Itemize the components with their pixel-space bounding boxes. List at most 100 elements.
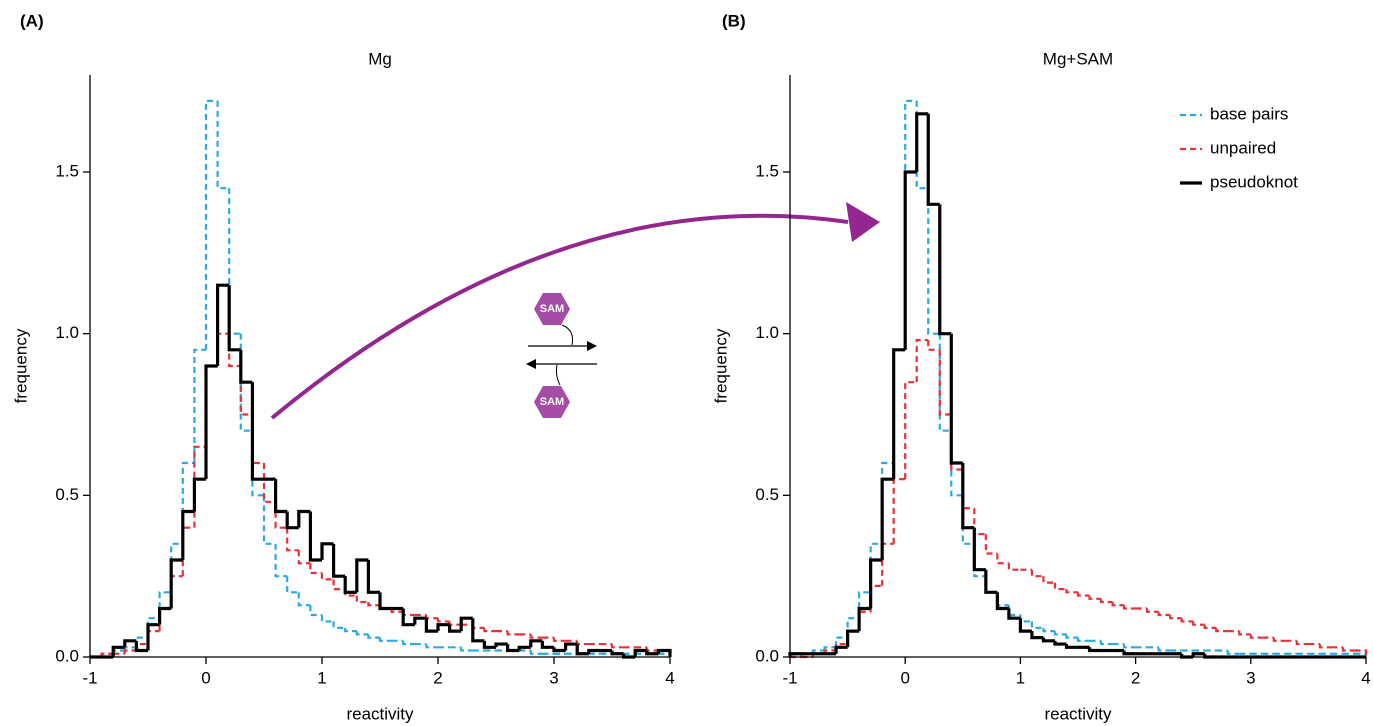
y-tick-label: 1.0	[755, 323, 779, 342]
series	[788, 112, 1366, 659]
histogram-step	[1099, 640, 1113, 646]
y-axis-label: frequency	[711, 328, 730, 403]
histogram-step	[123, 649, 137, 654]
histogram-step	[204, 99, 218, 350]
histogram-step	[448, 624, 462, 633]
histogram-step	[482, 640, 496, 649]
ligand-label: SAM	[540, 396, 564, 408]
y-tick-label: 1.5	[55, 161, 79, 180]
histogram-step	[961, 469, 975, 510]
histogram-step	[1122, 644, 1136, 649]
y-axis-label: frequency	[11, 328, 30, 403]
histogram-step	[1019, 614, 1032, 623]
histogram-step	[1295, 640, 1309, 646]
histogram-step	[1041, 637, 1055, 643]
histogram-step	[425, 614, 438, 620]
histogram-step	[193, 348, 206, 463]
histogram-step	[834, 636, 848, 648]
histogram-step	[984, 534, 998, 555]
series	[90, 283, 672, 659]
histogram-step	[309, 563, 322, 575]
histogram-step	[355, 595, 369, 604]
histogram-step	[366, 560, 380, 594]
histogram-step	[1318, 644, 1332, 649]
x-tick-label: 1	[1016, 668, 1025, 687]
histogram-step	[286, 527, 299, 552]
x-tick-label: 1	[317, 668, 326, 687]
histogram-step	[344, 627, 357, 633]
histogram-step	[216, 283, 230, 366]
histogram-step	[297, 550, 311, 565]
histogram-step	[610, 644, 624, 649]
histogram-step	[1042, 627, 1055, 633]
histogram-step	[1007, 563, 1021, 571]
histogram-step	[846, 617, 860, 638]
legend-label: pseudoknot	[1210, 172, 1298, 191]
histogram-step	[413, 616, 427, 625]
histogram-step	[494, 642, 508, 648]
histogram-step	[216, 332, 230, 366]
x-axis-label: reactivity	[1044, 704, 1112, 723]
arrow-head	[846, 202, 880, 242]
series	[790, 99, 1368, 659]
histogram-step	[645, 647, 659, 652]
histogram-step	[892, 348, 906, 480]
histogram-step	[506, 631, 520, 636]
histogram-step	[927, 188, 940, 335]
y-tick-label: 0.0	[755, 646, 779, 665]
histogram-step	[1157, 611, 1171, 617]
y-tick-label: 1.5	[755, 161, 779, 180]
histogram-step	[425, 644, 438, 649]
histogram-step	[378, 637, 392, 642]
histogram-step	[846, 629, 860, 648]
histogram-step	[123, 639, 137, 648]
histogram-step	[1249, 634, 1263, 639]
histogram-step	[181, 526, 195, 577]
histogram-step	[984, 569, 998, 594]
histogram-step	[1238, 631, 1251, 636]
histogram-step	[1099, 598, 1113, 604]
transition-arrow	[270, 213, 849, 420]
x-axis-label: reactivity	[346, 704, 414, 723]
histogram-step	[1169, 614, 1182, 620]
histogram-step	[915, 100, 929, 190]
histogram-step	[1064, 644, 1078, 649]
histogram-step	[1065, 589, 1078, 594]
series	[90, 99, 672, 659]
histogram-step	[552, 637, 566, 642]
histogram-step	[170, 575, 183, 609]
histogram-step	[1007, 605, 1021, 617]
histogram-step	[1111, 602, 1125, 607]
histogram-step	[1341, 647, 1355, 652]
histogram-step	[250, 382, 264, 481]
histogram-step	[961, 463, 975, 530]
histogram-step	[1191, 652, 1205, 657]
histogram-step	[146, 630, 160, 645]
ligand-label: SAM	[540, 303, 564, 315]
histogram-step	[880, 477, 894, 560]
histogram-step	[285, 511, 299, 530]
histogram-step	[332, 579, 346, 591]
histogram-step	[938, 349, 952, 416]
histogram-step	[320, 572, 334, 581]
histogram-step	[1018, 618, 1032, 633]
histogram-step	[564, 642, 578, 651]
histogram-step	[892, 478, 906, 544]
histogram-step	[915, 339, 929, 383]
histogram-step	[274, 479, 288, 514]
histogram-step	[529, 634, 543, 639]
histogram-step	[192, 477, 206, 512]
histogram-step	[950, 414, 963, 471]
x-tick-label: 3	[1246, 668, 1255, 687]
histogram-step	[332, 621, 346, 629]
histogram-step	[1030, 569, 1044, 578]
histogram-step	[1065, 634, 1078, 639]
histogram-step	[424, 618, 438, 633]
histogram-step	[506, 644, 520, 653]
x-tick-label: 0	[900, 668, 909, 687]
histogram-step	[483, 627, 496, 633]
histogram-step	[904, 381, 917, 480]
histogram-step	[1122, 605, 1136, 610]
histogram-step	[529, 650, 543, 655]
histogram-step	[1157, 647, 1171, 652]
